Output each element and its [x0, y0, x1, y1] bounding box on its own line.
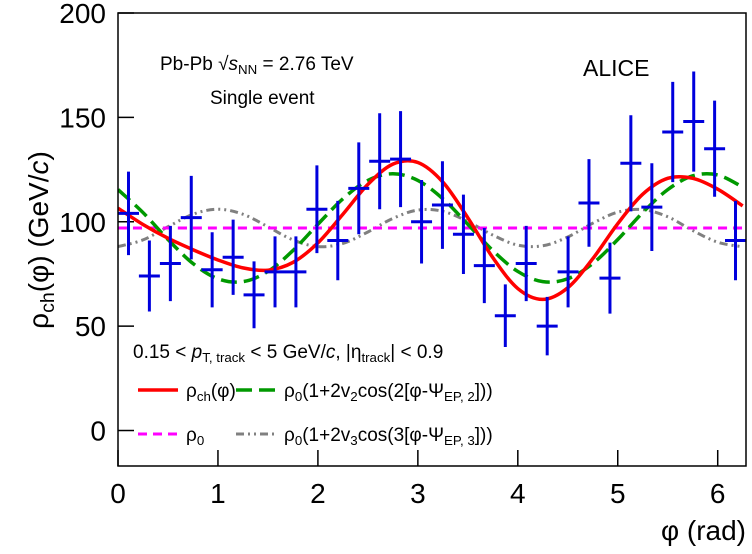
x-tick-label: 1	[210, 478, 226, 509]
text-part: ch	[197, 389, 211, 404]
text-part: | < 0.9	[390, 342, 443, 363]
text-part: (φ) (GeV/	[23, 174, 54, 292]
annotation: ALICE	[583, 55, 649, 81]
text-part: φ (rad)	[661, 515, 746, 546]
annotation: Single event	[210, 88, 315, 109]
text-part: track	[361, 350, 390, 365]
text-part: 2	[350, 389, 357, 404]
text-part: T, track	[202, 350, 245, 365]
text-part: NN	[238, 62, 257, 77]
annotation: 0.15 < pT, track < 5 GeV/c, |ηtrack| < 0…	[133, 342, 443, 365]
y-tick-label: 150	[59, 102, 106, 133]
y-tick-label: 100	[59, 207, 106, 238]
text-part: EP, 3	[444, 433, 475, 448]
text-part: ρ	[186, 381, 197, 402]
text-part: (1+2v	[302, 381, 351, 402]
text-part: < 5 GeV/	[245, 342, 327, 363]
text-part: c	[23, 160, 54, 174]
legend-label: ρch(φ)	[186, 381, 236, 404]
text-part: ]))	[475, 425, 493, 446]
frame	[117, 12, 747, 467]
y-tick-label: 0	[90, 416, 106, 447]
text-part: s	[229, 54, 239, 75]
x-tick-label: 0	[110, 478, 126, 509]
text-part: √	[218, 54, 229, 75]
text-part: , |η	[335, 342, 361, 363]
text-part: (φ)	[211, 381, 236, 402]
text-part: ch	[37, 292, 59, 313]
text-part: 0	[197, 433, 204, 448]
text-part: 3	[350, 433, 357, 448]
legend-label: ρ0	[186, 425, 204, 448]
text-part: 0.15 <	[133, 342, 192, 363]
text-part: ]))	[475, 381, 493, 402]
plot-area	[118, 71, 746, 356]
text-part: ρ	[23, 313, 54, 329]
legend-label: ρ0(1+2v2cos(2[φ-ΨEP, 2]))	[284, 381, 493, 404]
text-part: cos(3[φ-Ψ	[358, 425, 444, 446]
text-part: 0	[295, 433, 302, 448]
y-tick-label: 200	[59, 0, 106, 29]
text-part: (1+2v	[302, 425, 351, 446]
y-axis-label: ρch(φ) (GeV/c)	[23, 151, 59, 329]
x-tick-label: 6	[710, 478, 726, 509]
text-part: Single event	[210, 88, 315, 109]
y-tick-label: 50	[75, 311, 106, 342]
curve	[118, 207, 743, 249]
x-tick-label: 4	[510, 478, 526, 509]
text-part: p	[191, 342, 203, 363]
x-tick-label: 2	[310, 478, 326, 509]
x-tick-label: 5	[610, 478, 626, 509]
text-part: ρ	[284, 381, 295, 402]
text-part: Pb-Pb	[160, 54, 218, 75]
text-part: = 2.76 TeV	[257, 54, 354, 75]
x-tick-label: 3	[410, 478, 426, 509]
x-axis-label: φ (rad)	[661, 515, 746, 546]
text-part: 0	[295, 389, 302, 404]
text-part: ρ	[284, 425, 295, 446]
text-part: EP, 2	[444, 389, 475, 404]
annotation: Pb-Pb √sNN = 2.76 TeV	[160, 54, 354, 77]
text-part: c	[326, 342, 336, 363]
text-part: )	[23, 151, 54, 160]
legend-label: ρ0(1+2v3cos(3[φ-ΨEP, 3]))	[284, 425, 493, 448]
text-part: cos(2[φ-Ψ	[358, 381, 444, 402]
text-part: ALICE	[583, 55, 649, 81]
curve	[118, 158, 744, 302]
text-part: ρ	[186, 425, 197, 446]
